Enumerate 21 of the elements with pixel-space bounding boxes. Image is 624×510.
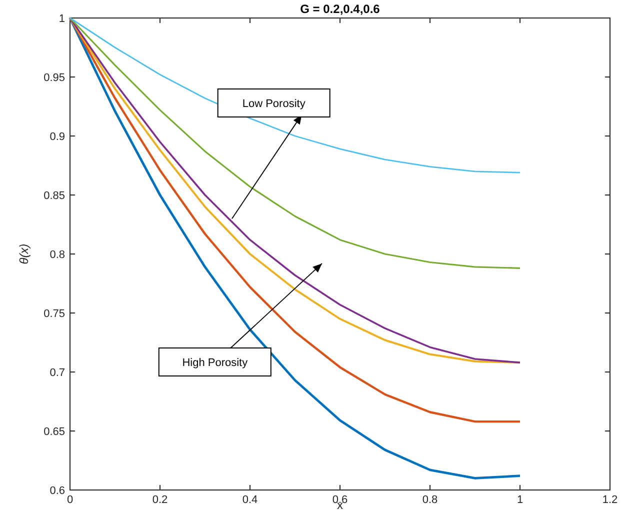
y-tick-label: 0.8 xyxy=(50,249,65,261)
y-tick-label: 0.9 xyxy=(50,131,65,143)
y-axis-title: θ(x) xyxy=(17,244,31,264)
y-tick-label: 0.65 xyxy=(44,426,65,438)
chart-title: G = 0.2,0.4,0.6 xyxy=(300,2,380,16)
x-tick-label: 0 xyxy=(66,494,74,506)
y-tick-label: 0.7 xyxy=(50,367,65,379)
y-tick-label: 0.85 xyxy=(44,190,65,202)
x-tick-label: 1.2 xyxy=(602,494,618,506)
y-tick-label: 1 xyxy=(58,13,65,25)
y-tick-label: 0.75 xyxy=(44,308,65,320)
y-tick-label: 0.6 xyxy=(50,485,65,497)
annotation: Low Porosity xyxy=(242,98,306,110)
x-tick-label: 0.2 xyxy=(152,494,168,506)
x-tick-label: 0.4 xyxy=(242,494,258,506)
y-tick-label: 0.95 xyxy=(44,72,65,84)
line-series xyxy=(69,17,521,269)
annotation: High Porosity xyxy=(182,356,248,369)
x-tick-label: 1 xyxy=(516,494,524,506)
x-tick-label: 0.8 xyxy=(422,494,438,506)
line-series xyxy=(69,17,521,174)
